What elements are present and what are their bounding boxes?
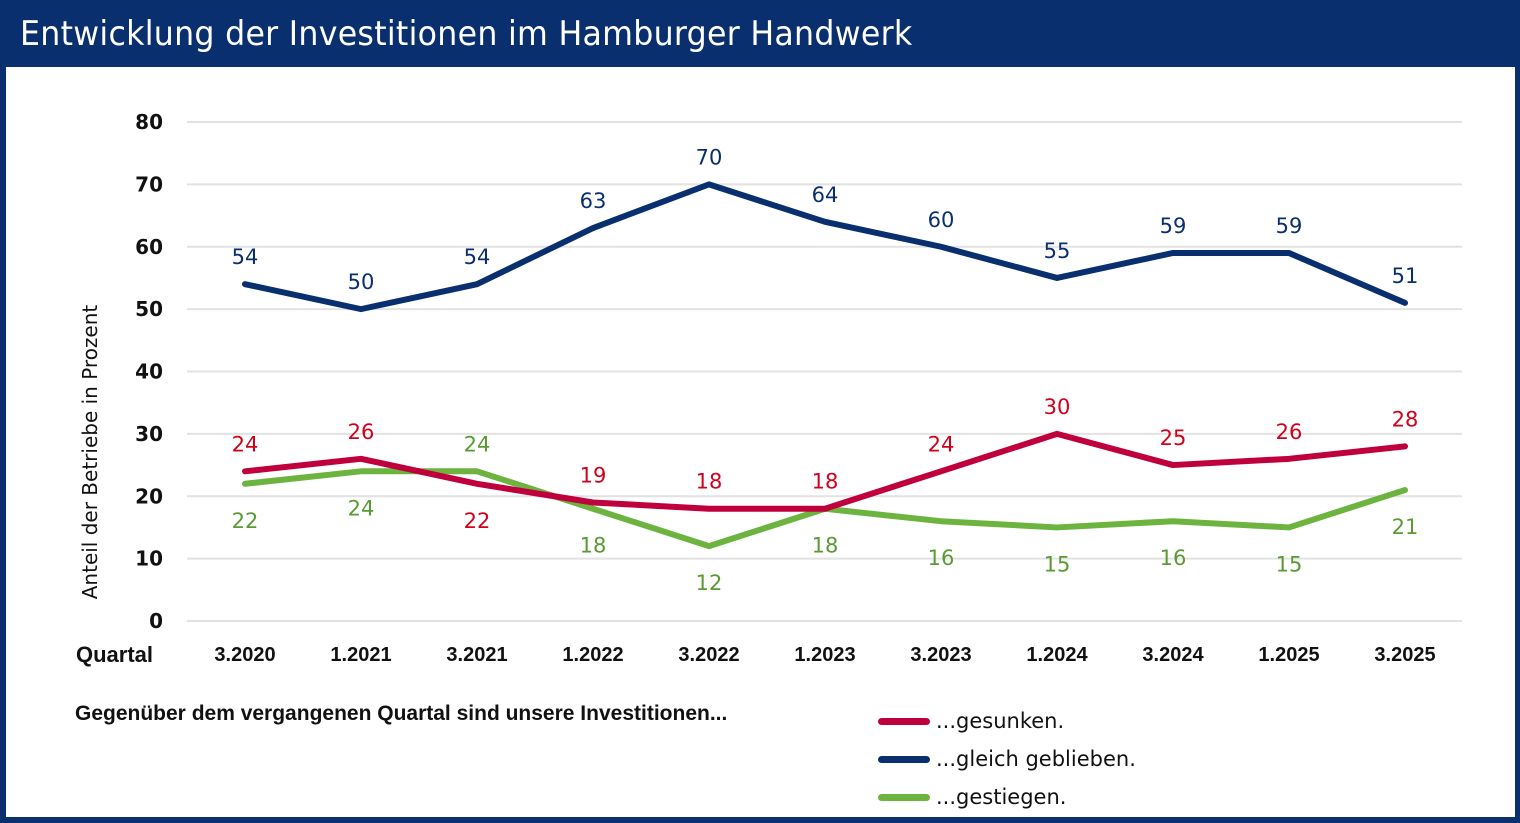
- data-label: 16: [1160, 546, 1187, 570]
- data-label: 28: [1392, 407, 1419, 431]
- data-label: 18: [580, 534, 607, 558]
- data-labels: 24 26 22 19 18 18 24 30 25 26 28 54 50 54 63 70 64 60 55 59…: [232, 145, 1419, 595]
- data-label: 25: [1160, 426, 1187, 450]
- data-label: 24: [928, 432, 955, 456]
- data-label: 26: [348, 420, 375, 444]
- x-tick-label: 1.2021: [330, 644, 391, 666]
- data-label: 24: [232, 432, 259, 456]
- series-line-1: [242, 181, 1408, 313]
- y-tick-label: 30: [135, 422, 163, 446]
- data-label: 55: [1044, 239, 1071, 263]
- data-label: 24: [348, 496, 375, 520]
- legend-label-gesunken: ...gesunken.: [936, 709, 1065, 733]
- x-tick-label: 3.2025: [1374, 644, 1435, 666]
- y-tick-label: 70: [135, 172, 163, 196]
- data-label: 24: [464, 432, 491, 456]
- line-chart: 0 10 20 30 40 50 60 70 80 3.2020 1.2021 3.2021 1.20…: [76, 110, 1462, 667]
- y-tick-label: 20: [135, 484, 163, 508]
- data-label: 12: [696, 571, 723, 595]
- data-label: 63: [580, 189, 607, 213]
- data-label: 30: [1044, 395, 1071, 419]
- data-label: 54: [232, 245, 259, 269]
- x-tick-label: 3.2020: [214, 644, 275, 666]
- data-label: 26: [1276, 420, 1303, 444]
- data-label: 22: [232, 509, 259, 533]
- gridlines: [187, 121, 1462, 622]
- y-axis-ticks: 0 10 20 30 40 50 60 70 80: [135, 110, 163, 633]
- data-label: 50: [348, 270, 375, 294]
- chart-panel: 0 10 20 30 40 50 60 70 80 3.2020 1.2021 3.2021 1.20…: [6, 67, 1515, 817]
- legend-item-gleich: ...gleich geblieben.: [878, 740, 1136, 778]
- data-label: 21: [1392, 515, 1419, 539]
- legend-swatch-gestiegen: [878, 793, 930, 801]
- x-tick-label: 3.2023: [910, 644, 971, 666]
- legend-swatch-gleich: [878, 755, 930, 763]
- legend-label-gleich: ...gleich geblieben.: [936, 747, 1136, 771]
- y-axis-title: Anteil der Betriebe in Prozent: [78, 305, 102, 600]
- x-tick-label: 3.2024: [1142, 644, 1204, 666]
- data-label: 59: [1276, 214, 1303, 238]
- data-label: 19: [580, 463, 607, 487]
- data-label: 64: [812, 183, 839, 207]
- x-axis-title: Quartal: [76, 642, 153, 667]
- data-label: 16: [928, 546, 955, 570]
- x-tick-label: 1.2025: [1258, 644, 1319, 666]
- series-lines: [242, 181, 1408, 550]
- data-label: 15: [1044, 552, 1071, 576]
- legend-label-gestiegen: ...gestiegen.: [936, 785, 1067, 809]
- data-label: 60: [928, 208, 955, 232]
- legend-item-gesunken: ...gesunken.: [878, 702, 1136, 740]
- chart-title: Entwicklung der Investitionen im Hamburg…: [20, 14, 913, 54]
- data-label: 18: [812, 470, 839, 494]
- y-tick-label: 40: [135, 360, 163, 384]
- data-label: 54: [464, 245, 491, 269]
- x-tick-label: 1.2024: [1026, 644, 1088, 666]
- y-tick-label: 60: [135, 235, 163, 259]
- x-tick-label: 3.2021: [446, 644, 507, 666]
- series-line-0: [242, 430, 1408, 512]
- data-label: 18: [812, 534, 839, 558]
- x-axis-ticks: 3.2020 1.2021 3.2021 1.2022 3.2022 1.2023 3.20…: [214, 644, 1435, 666]
- legend-swatch-gesunken: [878, 717, 930, 725]
- chart-header: Entwicklung der Investitionen im Hamburg…: [0, 0, 1520, 67]
- data-label: 59: [1160, 214, 1187, 238]
- legend: ...gesunken. ...gleich geblieben. ...ges…: [878, 702, 1136, 816]
- x-tick-label: 1.2022: [562, 644, 623, 666]
- data-label: 70: [696, 145, 723, 169]
- data-label: 22: [464, 509, 491, 533]
- x-tick-label: 1.2023: [794, 644, 855, 666]
- legend-item-gestiegen: ...gestiegen.: [878, 778, 1136, 816]
- data-label: 15: [1276, 552, 1303, 576]
- x-tick-label: 3.2022: [678, 644, 739, 666]
- data-label: 18: [696, 470, 723, 494]
- y-tick-label: 0: [149, 609, 163, 633]
- data-label: 51: [1392, 264, 1419, 288]
- y-tick-label: 80: [135, 110, 163, 134]
- legend-heading: Gegenüber dem vergangenen Quartal sind u…: [75, 702, 728, 725]
- y-tick-label: 10: [135, 547, 163, 571]
- y-tick-label: 50: [135, 297, 163, 321]
